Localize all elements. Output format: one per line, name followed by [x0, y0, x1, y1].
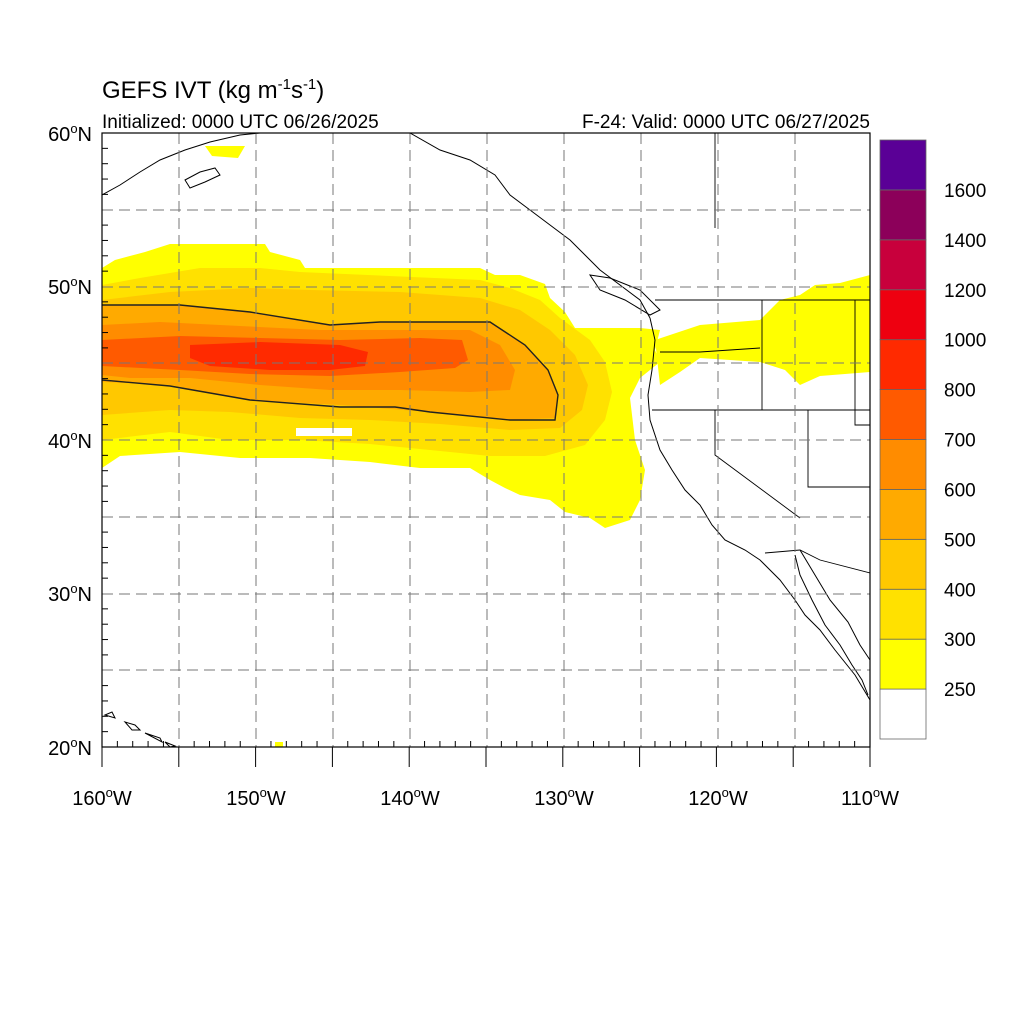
lat-label-30: 30oN [48, 581, 92, 606]
colorbar-swatch [879, 489, 927, 540]
lat-label-60: 60oN [48, 121, 92, 146]
lon-label-150: 150oW [226, 785, 286, 810]
wyoming-border [854, 300, 870, 426]
california-nevada-border [714, 410, 801, 519]
colorbar-label: 1600 [944, 181, 986, 202]
lon-label-110: 110oW [841, 785, 899, 810]
colorbar-swatch [879, 189, 927, 241]
ivt-250-alaska [205, 146, 245, 158]
lon-label-120: 120oW [688, 785, 748, 810]
ivt-500-contour [102, 304, 559, 421]
colorbar-swatch [879, 439, 927, 490]
colorbar-label: 500 [944, 530, 976, 551]
valid-time-label: F-24: Valid: 0000 UTC 06/27/2025 [582, 112, 870, 133]
lat-label-20: 20oN [48, 735, 92, 760]
lon-label-140: 140oW [380, 785, 440, 810]
colorbar-label: 1000 [944, 331, 986, 352]
nevada-utah-border [807, 410, 870, 488]
colorbar-label: 250 [944, 680, 976, 701]
latitude-labels: 20oN 30oN 40oN 50oN 60oN [48, 121, 92, 760]
ivt-gap [296, 428, 352, 436]
hawaii-islands [103, 711, 177, 747]
colorbar-swatch [879, 588, 927, 640]
colorbar-swatch [879, 339, 927, 390]
colorbar-label: 1400 [944, 231, 986, 252]
lon-label-160: 160oW [72, 785, 132, 810]
gulf-of-california-coast [799, 549, 870, 661]
colorbar-label: 600 [944, 480, 976, 501]
colorbar-label: 300 [944, 630, 976, 651]
initialized-label: Initialized: 0000 UTC 06/26/2025 [102, 112, 379, 133]
ivt-shading [102, 146, 870, 747]
colorbar-swatch [879, 538, 927, 590]
ivt-250-inland [655, 275, 870, 385]
colorbar-swatch [879, 289, 927, 341]
colorbar-label: 400 [944, 580, 976, 601]
us-mexico-border [764, 549, 870, 574]
southeast-alaska-coast [409, 133, 651, 319]
washington-oregon-border [660, 347, 761, 353]
ivt-800-area [190, 342, 368, 370]
colorbar-swatch [879, 139, 927, 191]
colorbar-label: 800 [944, 381, 976, 402]
kodiak-island [184, 167, 221, 189]
colorbar-swatch [879, 389, 927, 440]
longitude-labels: 160oW 150oW 140oW 130oW 120oW 110oW [72, 785, 899, 810]
colorbar-swatch [879, 638, 927, 690]
axis-ticks [101, 147, 871, 767]
lat-label-50: 50oN [48, 274, 92, 299]
baja-california [794, 554, 869, 696]
colorbar-label: 700 [944, 431, 976, 452]
figure-title: GEFS IVT (kg m-1s-1) [102, 76, 324, 104]
political-borders [652, 133, 870, 574]
gridlines [102, 133, 870, 747]
ivt-250-speck [275, 742, 283, 747]
alaska-coast [102, 133, 261, 196]
vancouver-island [588, 274, 661, 316]
lon-label-130: 130oW [534, 785, 594, 810]
lat-label-40: 40oN [48, 428, 92, 453]
colorbar-swatch [879, 688, 927, 740]
colorbar-swatch [879, 239, 927, 291]
colorbar: 250 300 400 500 600 700 800 1000 1200 1400 1600 [879, 139, 986, 740]
west-coast [647, 317, 870, 701]
colorbar-label: 1200 [944, 281, 986, 302]
